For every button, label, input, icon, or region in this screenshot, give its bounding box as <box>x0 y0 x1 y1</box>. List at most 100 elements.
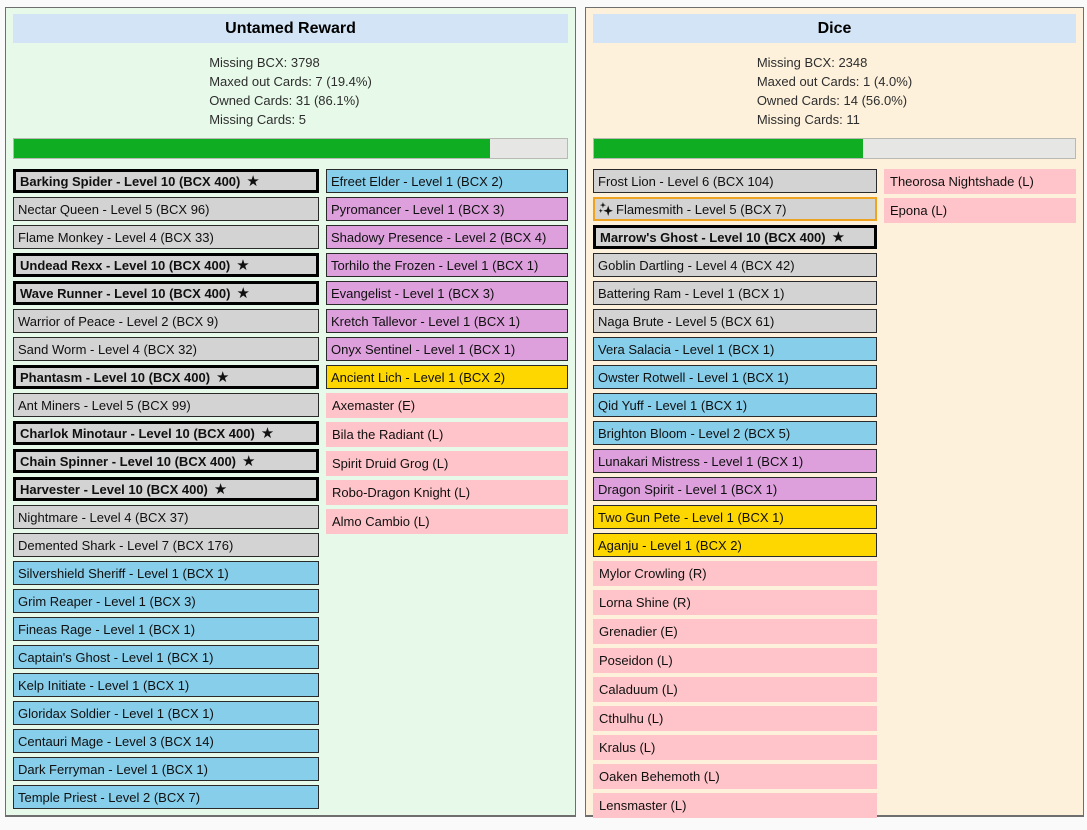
card-label: Frost Lion - Level 6 (BCX 104) <box>598 173 774 189</box>
card-label: Temple Priest - Level 2 (BCX 7) <box>18 789 201 805</box>
card-item[interactable]: Shadowy Presence - Level 2 (BCX 4) <box>326 225 568 249</box>
card-label: Wave Runner - Level 10 (BCX 400) <box>20 285 231 301</box>
max-level-star-icon: ★ <box>831 228 846 246</box>
card-item[interactable]: Ancient Lich - Level 1 (BCX 2) <box>326 365 568 389</box>
card-item[interactable]: Phantasm - Level 10 (BCX 400) ★ <box>13 365 319 389</box>
card-item[interactable]: Wave Runner - Level 10 (BCX 400) ★ <box>13 281 319 305</box>
card-item[interactable]: Evangelist - Level 1 (BCX 3) <box>326 281 568 305</box>
card-label: Chain Spinner - Level 10 (BCX 400) <box>20 453 237 469</box>
card-label: Caladuum (L) <box>599 682 678 697</box>
card-item[interactable]: Ant Miners - Level 5 (BCX 99) <box>13 393 319 417</box>
card-label: Torhilo the Frozen - Level 1 (BCX 1) <box>331 257 539 273</box>
card-item[interactable]: Demented Shark - Level 7 (BCX 176) <box>13 533 319 557</box>
card-item[interactable]: Nectar Queen - Level 5 (BCX 96) <box>13 197 319 221</box>
card-item[interactable]: Efreet Elder - Level 1 (BCX 2) <box>326 169 568 193</box>
card-item[interactable]: Vera Salacia - Level 1 (BCX 1) <box>593 337 877 361</box>
card-item[interactable]: Kralus (L) <box>593 735 877 760</box>
card-item[interactable]: Sand Worm - Level 4 (BCX 32) <box>13 337 319 361</box>
card-label: Dark Ferryman - Level 1 (BCX 1) <box>18 761 208 777</box>
card-label: Demented Shark - Level 7 (BCX 176) <box>18 537 234 553</box>
card-label: Marrow's Ghost - Level 10 (BCX 400) <box>600 229 826 245</box>
card-item[interactable]: Epona (L) <box>884 198 1076 223</box>
card-item[interactable]: Captain's Ghost - Level 1 (BCX 1) <box>13 645 319 669</box>
card-item[interactable]: Barking Spider - Level 10 (BCX 400) ★ <box>13 169 319 193</box>
card-item[interactable]: Centauri Mage - Level 3 (BCX 14) <box>13 729 319 753</box>
card-item[interactable]: Kelp Initiate - Level 1 (BCX 1) <box>13 673 319 697</box>
card-item[interactable]: Mylor Crowling (R) <box>593 561 877 586</box>
stats-block: Missing BCX: 3798 Maxed out Cards: 7 (19… <box>13 43 568 135</box>
stat-missing-cards: Missing Cards: 11 <box>756 112 860 127</box>
card-item[interactable]: Caladuum (L) <box>593 677 877 702</box>
card-label: Lorna Shine (R) <box>599 595 691 610</box>
card-item[interactable]: Frost Lion - Level 6 (BCX 104) <box>593 169 877 193</box>
card-item[interactable]: Almo Cambio (L) <box>326 509 568 534</box>
card-item[interactable]: Temple Priest - Level 2 (BCX 7) <box>13 785 319 809</box>
stat-owned-cards: Owned Cards: 14 (56.0%) <box>756 93 908 108</box>
card-column-1: Frost Lion - Level 6 (BCX 104) Flamesmith… <box>593 169 877 822</box>
card-item[interactable]: Two Gun Pete - Level 1 (BCX 1) <box>593 505 877 529</box>
card-label: Robo-Dragon Knight (L) <box>332 485 471 500</box>
card-label: Battering Ram - Level 1 (BCX 1) <box>598 285 785 301</box>
card-item[interactable]: Gloridax Soldier - Level 1 (BCX 1) <box>13 701 319 725</box>
card-item[interactable]: Dragon Spirit - Level 1 (BCX 1) <box>593 477 877 501</box>
card-label: Qid Yuff - Level 1 (BCX 1) <box>598 397 748 413</box>
panel-dice: Dice Missing BCX: 2348 Maxed out Cards: … <box>585 7 1084 818</box>
stat-maxed-cards: Maxed out Cards: 7 (19.4%) <box>209 74 372 89</box>
card-label: Lensmaster (L) <box>599 798 687 813</box>
card-label: Dragon Spirit - Level 1 (BCX 1) <box>598 481 778 497</box>
card-label: Undead Rexx - Level 10 (BCX 400) <box>20 257 231 273</box>
card-label: Centauri Mage - Level 3 (BCX 14) <box>18 733 214 749</box>
card-item[interactable]: Theorosa Nightshade (L) <box>884 169 1076 194</box>
card-item[interactable]: Aganju - Level 1 (BCX 2) <box>593 533 877 557</box>
card-item[interactable]: Bila the Radiant (L) <box>326 422 568 447</box>
card-item[interactable]: Silvershield Sheriff - Level 1 (BCX 1) <box>13 561 319 585</box>
card-item[interactable]: Flame Monkey - Level 4 (BCX 33) <box>13 225 319 249</box>
card-list: Barking Spider - Level 10 (BCX 400) ★ Nect… <box>13 169 568 813</box>
card-item[interactable]: Lensmaster (L) <box>593 793 877 818</box>
card-item[interactable]: Brighton Bloom - Level 2 (BCX 5) <box>593 421 877 445</box>
card-label: Flame Monkey - Level 4 (BCX 33) <box>18 229 214 245</box>
card-item[interactable]: Marrow's Ghost - Level 10 (BCX 400) ★ <box>593 225 877 249</box>
card-item[interactable]: Onyx Sentinel - Level 1 (BCX 1) <box>326 337 568 361</box>
card-item[interactable]: Cthulhu (L) <box>593 706 877 731</box>
card-item[interactable]: Oaken Behemoth (L) <box>593 764 877 789</box>
card-column-1: Barking Spider - Level 10 (BCX 400) ★ Nect… <box>13 169 319 813</box>
card-item[interactable]: Poseidon (L) <box>593 648 877 673</box>
card-item[interactable]: Dark Ferryman - Level 1 (BCX 1) <box>13 757 319 781</box>
card-item[interactable]: Harvester - Level 10 (BCX 400) ★ <box>13 477 319 501</box>
stat-owned-cards: Owned Cards: 31 (86.1%) <box>209 93 360 108</box>
card-label: Silvershield Sheriff - Level 1 (BCX 1) <box>18 565 229 581</box>
card-label: Almo Cambio (L) <box>332 514 430 529</box>
card-item[interactable]: Spirit Druid Grog (L) <box>326 451 568 476</box>
card-item[interactable]: Lorna Shine (R) <box>593 590 877 615</box>
card-item[interactable]: Chain Spinner - Level 10 (BCX 400) ★ <box>13 449 319 473</box>
card-item[interactable]: Naga Brute - Level 5 (BCX 61) <box>593 309 877 333</box>
card-item[interactable]: Torhilo the Frozen - Level 1 (BCX 1) <box>326 253 568 277</box>
card-item[interactable]: Axemaster (E) <box>326 393 568 418</box>
card-item[interactable]: Nightmare - Level 4 (BCX 37) <box>13 505 319 529</box>
card-item[interactable]: Charlok Minotaur - Level 10 (BCX 400) ★ <box>13 421 319 445</box>
card-label: Kelp Initiate - Level 1 (BCX 1) <box>18 677 190 693</box>
panel-title: Untamed Reward <box>13 14 568 43</box>
card-item[interactable]: Qid Yuff - Level 1 (BCX 1) <box>593 393 877 417</box>
panel-untamed-reward: Untamed Reward Missing BCX: 3798 Maxed o… <box>5 7 576 817</box>
card-item[interactable]: Fineas Rage - Level 1 (BCX 1) <box>13 617 319 641</box>
card-item[interactable]: Lunakari Mistress - Level 1 (BCX 1) <box>593 449 877 473</box>
card-item[interactable]: Flamesmith - Level 5 (BCX 7) <box>593 197 877 221</box>
card-label: Efreet Elder - Level 1 (BCX 2) <box>331 173 503 189</box>
card-item[interactable]: Pyromancer - Level 1 (BCX 3) <box>326 197 568 221</box>
card-item[interactable]: Undead Rexx - Level 10 (BCX 400) ★ <box>13 253 319 277</box>
card-label: Kretch Tallevor - Level 1 (BCX 1) <box>331 313 521 329</box>
card-item[interactable]: Warrior of Peace - Level 2 (BCX 9) <box>13 309 319 333</box>
stat-missing-bcx: Missing BCX: 3798 <box>209 55 320 70</box>
card-item[interactable]: Kretch Tallevor - Level 1 (BCX 1) <box>326 309 568 333</box>
card-label: Barking Spider - Level 10 (BCX 400) <box>20 173 241 189</box>
card-item[interactable]: Grenadier (E) <box>593 619 877 644</box>
card-item[interactable]: Robo-Dragon Knight (L) <box>326 480 568 505</box>
card-label: Grenadier (E) <box>599 624 678 639</box>
card-label: Warrior of Peace - Level 2 (BCX 9) <box>18 313 219 329</box>
card-item[interactable]: Goblin Dartling - Level 4 (BCX 42) <box>593 253 877 277</box>
card-item[interactable]: Owster Rotwell - Level 1 (BCX 1) <box>593 365 877 389</box>
card-item[interactable]: Battering Ram - Level 1 (BCX 1) <box>593 281 877 305</box>
card-item[interactable]: Grim Reaper - Level 1 (BCX 3) <box>13 589 319 613</box>
